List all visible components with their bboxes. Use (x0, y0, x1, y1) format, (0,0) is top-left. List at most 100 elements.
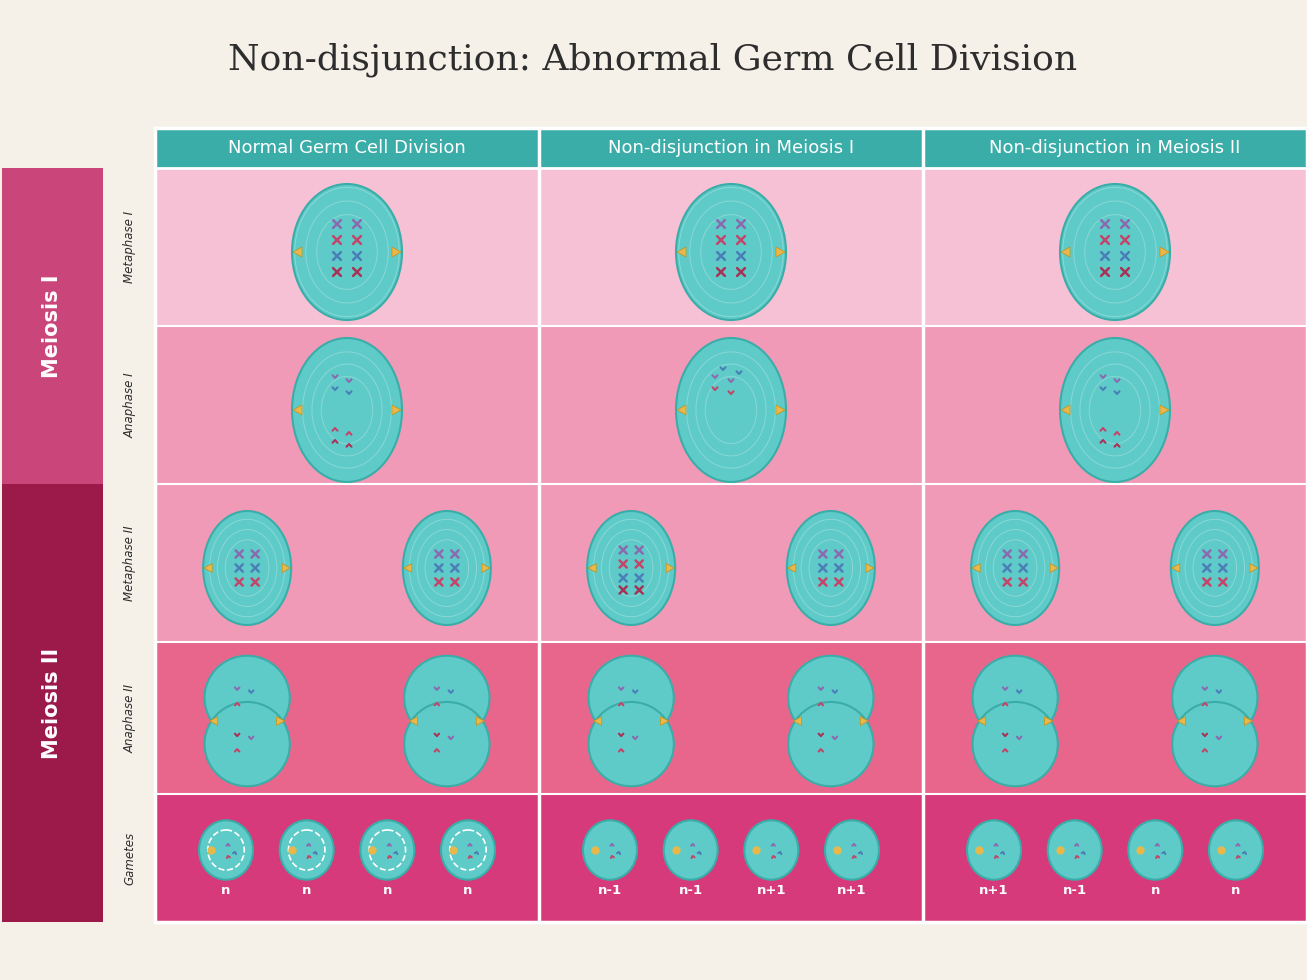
Ellipse shape (440, 820, 495, 880)
Polygon shape (392, 405, 401, 415)
Polygon shape (482, 564, 490, 572)
FancyBboxPatch shape (156, 794, 1307, 922)
Text: n: n (302, 884, 311, 897)
Polygon shape (677, 247, 686, 257)
Polygon shape (209, 716, 218, 725)
Polygon shape (860, 716, 868, 725)
Polygon shape (667, 564, 674, 572)
Ellipse shape (588, 702, 674, 786)
Text: Metaphase II: Metaphase II (123, 525, 136, 601)
Polygon shape (1244, 716, 1252, 725)
Ellipse shape (967, 820, 1021, 880)
Ellipse shape (788, 702, 873, 786)
Ellipse shape (1172, 656, 1257, 740)
Ellipse shape (1128, 820, 1183, 880)
Polygon shape (404, 564, 412, 572)
Polygon shape (972, 564, 980, 572)
Text: n+1: n+1 (838, 884, 867, 897)
Ellipse shape (1172, 702, 1257, 786)
Polygon shape (293, 247, 302, 257)
Text: n: n (383, 884, 392, 897)
Text: n: n (1231, 884, 1240, 897)
Polygon shape (293, 405, 302, 415)
Text: n-1: n-1 (599, 884, 622, 897)
Polygon shape (409, 716, 417, 725)
Text: n+1: n+1 (979, 884, 1009, 897)
Ellipse shape (972, 656, 1057, 740)
Ellipse shape (203, 511, 291, 625)
Ellipse shape (787, 511, 874, 625)
Ellipse shape (971, 511, 1059, 625)
Text: n-1: n-1 (1063, 884, 1086, 897)
Polygon shape (1178, 716, 1185, 725)
FancyBboxPatch shape (3, 484, 103, 922)
Text: Non-disjunction: Abnormal Germ Cell Division: Non-disjunction: Abnormal Germ Cell Divi… (229, 43, 1077, 77)
Ellipse shape (972, 702, 1057, 786)
FancyBboxPatch shape (156, 168, 1307, 326)
Ellipse shape (1171, 511, 1259, 625)
Polygon shape (1172, 564, 1180, 572)
Ellipse shape (676, 184, 786, 320)
Ellipse shape (199, 820, 254, 880)
Polygon shape (776, 405, 786, 415)
Ellipse shape (204, 702, 290, 786)
Ellipse shape (744, 820, 799, 880)
Text: n+1: n+1 (757, 884, 786, 897)
Text: Normal Germ Cell Division: Normal Germ Cell Division (229, 139, 465, 157)
Text: Gametes: Gametes (123, 831, 136, 885)
Polygon shape (1044, 716, 1052, 725)
Polygon shape (776, 247, 786, 257)
Text: Metaphase I: Metaphase I (123, 211, 136, 283)
Ellipse shape (1209, 820, 1263, 880)
Polygon shape (1249, 564, 1257, 572)
Polygon shape (978, 716, 985, 725)
Ellipse shape (588, 656, 674, 740)
Text: Anaphase I: Anaphase I (123, 372, 136, 438)
Ellipse shape (280, 820, 333, 880)
FancyBboxPatch shape (3, 168, 103, 484)
Ellipse shape (1060, 184, 1170, 320)
Text: Non-disjunction in Meiosis II: Non-disjunction in Meiosis II (989, 139, 1240, 157)
Polygon shape (1061, 405, 1070, 415)
Text: n: n (1150, 884, 1161, 897)
Polygon shape (588, 564, 596, 572)
Ellipse shape (825, 820, 880, 880)
Text: n-1: n-1 (678, 884, 703, 897)
Ellipse shape (404, 702, 490, 786)
Text: n: n (463, 884, 473, 897)
Text: Meiosis I: Meiosis I (43, 274, 63, 377)
Polygon shape (204, 564, 212, 572)
Polygon shape (593, 716, 601, 725)
Ellipse shape (676, 338, 786, 482)
Polygon shape (476, 716, 485, 725)
Ellipse shape (403, 511, 491, 625)
FancyBboxPatch shape (156, 326, 1307, 484)
Ellipse shape (361, 820, 414, 880)
Text: Meiosis II: Meiosis II (43, 648, 63, 759)
Ellipse shape (583, 820, 637, 880)
Ellipse shape (788, 656, 873, 740)
Polygon shape (392, 247, 401, 257)
Polygon shape (1161, 405, 1168, 415)
Ellipse shape (404, 656, 490, 740)
Ellipse shape (664, 820, 718, 880)
FancyBboxPatch shape (156, 128, 538, 168)
Ellipse shape (1060, 338, 1170, 482)
Polygon shape (677, 405, 686, 415)
FancyBboxPatch shape (156, 484, 1307, 642)
Polygon shape (1161, 247, 1168, 257)
FancyBboxPatch shape (924, 128, 1306, 168)
Polygon shape (1050, 564, 1059, 572)
Text: Non-disjunction in Meiosis I: Non-disjunction in Meiosis I (608, 139, 853, 157)
Ellipse shape (291, 184, 403, 320)
FancyBboxPatch shape (540, 128, 921, 168)
Ellipse shape (587, 511, 676, 625)
Ellipse shape (291, 338, 403, 482)
Text: Anaphase II: Anaphase II (123, 683, 136, 753)
Polygon shape (1061, 247, 1070, 257)
Polygon shape (793, 716, 801, 725)
Text: n: n (221, 884, 231, 897)
FancyBboxPatch shape (156, 642, 1307, 794)
Ellipse shape (204, 656, 290, 740)
Polygon shape (277, 716, 285, 725)
